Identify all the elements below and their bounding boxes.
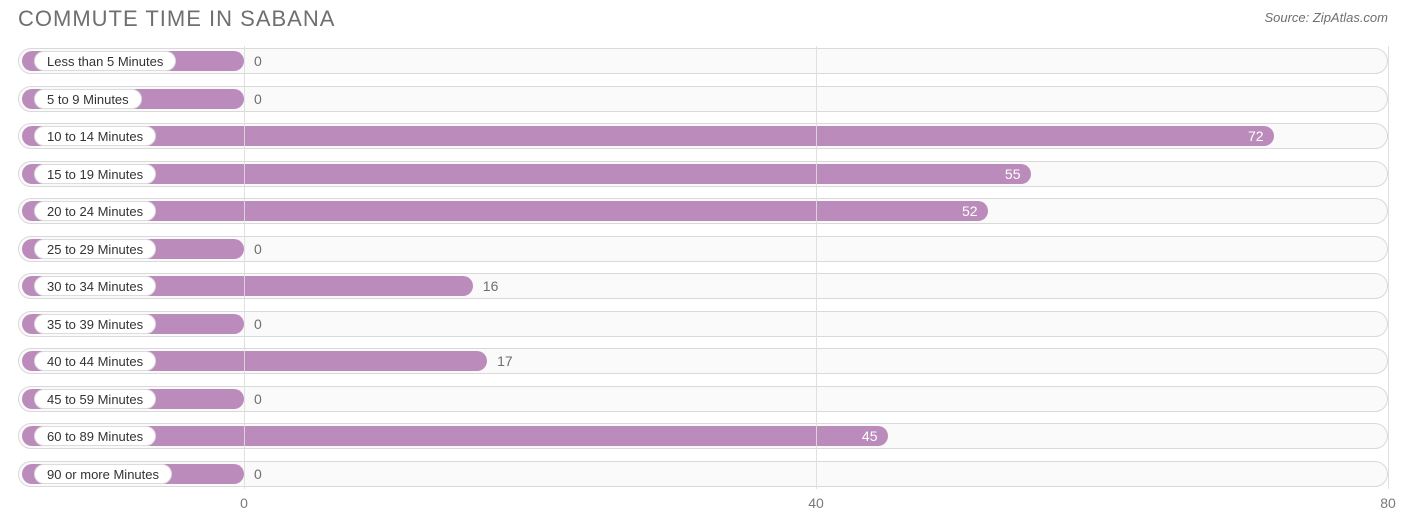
bar-fill	[22, 201, 988, 221]
bar-value: 0	[254, 391, 262, 407]
category-pill: 45 to 59 Minutes	[34, 389, 156, 409]
gridline	[244, 46, 245, 489]
bar-value: 0	[254, 241, 262, 257]
bar-row: 90 or more Minutes 0	[18, 459, 1388, 489]
category-pill: 30 to 34 Minutes	[34, 276, 156, 296]
gridline	[816, 46, 817, 489]
bar-row: 20 to 24 Minutes 52	[18, 196, 1388, 226]
category-pill: 35 to 39 Minutes	[34, 314, 156, 334]
bar-row: 10 to 14 Minutes 72	[18, 121, 1388, 151]
bar-row: 30 to 34 Minutes 16	[18, 271, 1388, 301]
category-pill: 40 to 44 Minutes	[34, 351, 156, 371]
category-pill: 5 to 9 Minutes	[34, 89, 142, 109]
category-pill: 10 to 14 Minutes	[34, 126, 156, 146]
category-pill: 90 or more Minutes	[34, 464, 172, 484]
bar-value: 0	[254, 53, 262, 69]
bar-row: 45 to 59 Minutes 0	[18, 384, 1388, 414]
bar-fill	[22, 164, 1031, 184]
bar-row: 5 to 9 Minutes 0	[18, 84, 1388, 114]
commute-time-chart: COMMUTE TIME IN SABANA Source: ZipAtlas.…	[0, 0, 1406, 523]
bar-row: 60 to 89 Minutes 45	[18, 421, 1388, 451]
bar-value: 16	[483, 278, 499, 294]
chart-source: Source: ZipAtlas.com	[1264, 10, 1388, 25]
bar-value: 52	[962, 203, 978, 219]
category-pill: 15 to 19 Minutes	[34, 164, 156, 184]
bar-value: 17	[497, 353, 513, 369]
bar-value: 45	[862, 428, 878, 444]
bar-value: 72	[1248, 128, 1264, 144]
bar-rows: Less than 5 Minutes 0 5 to 9 Minutes 0 10 to…	[18, 46, 1388, 489]
category-pill: 20 to 24 Minutes	[34, 201, 156, 221]
bar-value: 0	[254, 316, 262, 332]
x-tick-label: 40	[808, 495, 824, 511]
category-pill: 25 to 29 Minutes	[34, 239, 156, 259]
bar-value: 55	[1005, 166, 1021, 182]
x-tick-label: 0	[240, 495, 248, 511]
category-pill: Less than 5 Minutes	[34, 51, 176, 71]
chart-title: COMMUTE TIME IN SABANA	[18, 6, 335, 32]
bar-row: 40 to 44 Minutes 17	[18, 346, 1388, 376]
x-tick-label: 80	[1380, 495, 1396, 511]
bar-row: Less than 5 Minutes 0	[18, 46, 1388, 76]
bar-fill	[22, 126, 1274, 146]
bar-row: 15 to 19 Minutes 55	[18, 159, 1388, 189]
bar-row: 25 to 29 Minutes 0	[18, 234, 1388, 264]
source-name: ZipAtlas.com	[1313, 10, 1388, 25]
category-pill: 60 to 89 Minutes	[34, 426, 156, 446]
gridline	[1388, 46, 1389, 489]
bar-value: 0	[254, 91, 262, 107]
source-prefix: Source:	[1264, 10, 1312, 25]
plot-area: Less than 5 Minutes 0 5 to 9 Minutes 0 10 to…	[18, 46, 1388, 489]
bar-value: 0	[254, 466, 262, 482]
x-axis: 04080	[18, 495, 1388, 515]
bar-row: 35 to 39 Minutes 0	[18, 309, 1388, 339]
